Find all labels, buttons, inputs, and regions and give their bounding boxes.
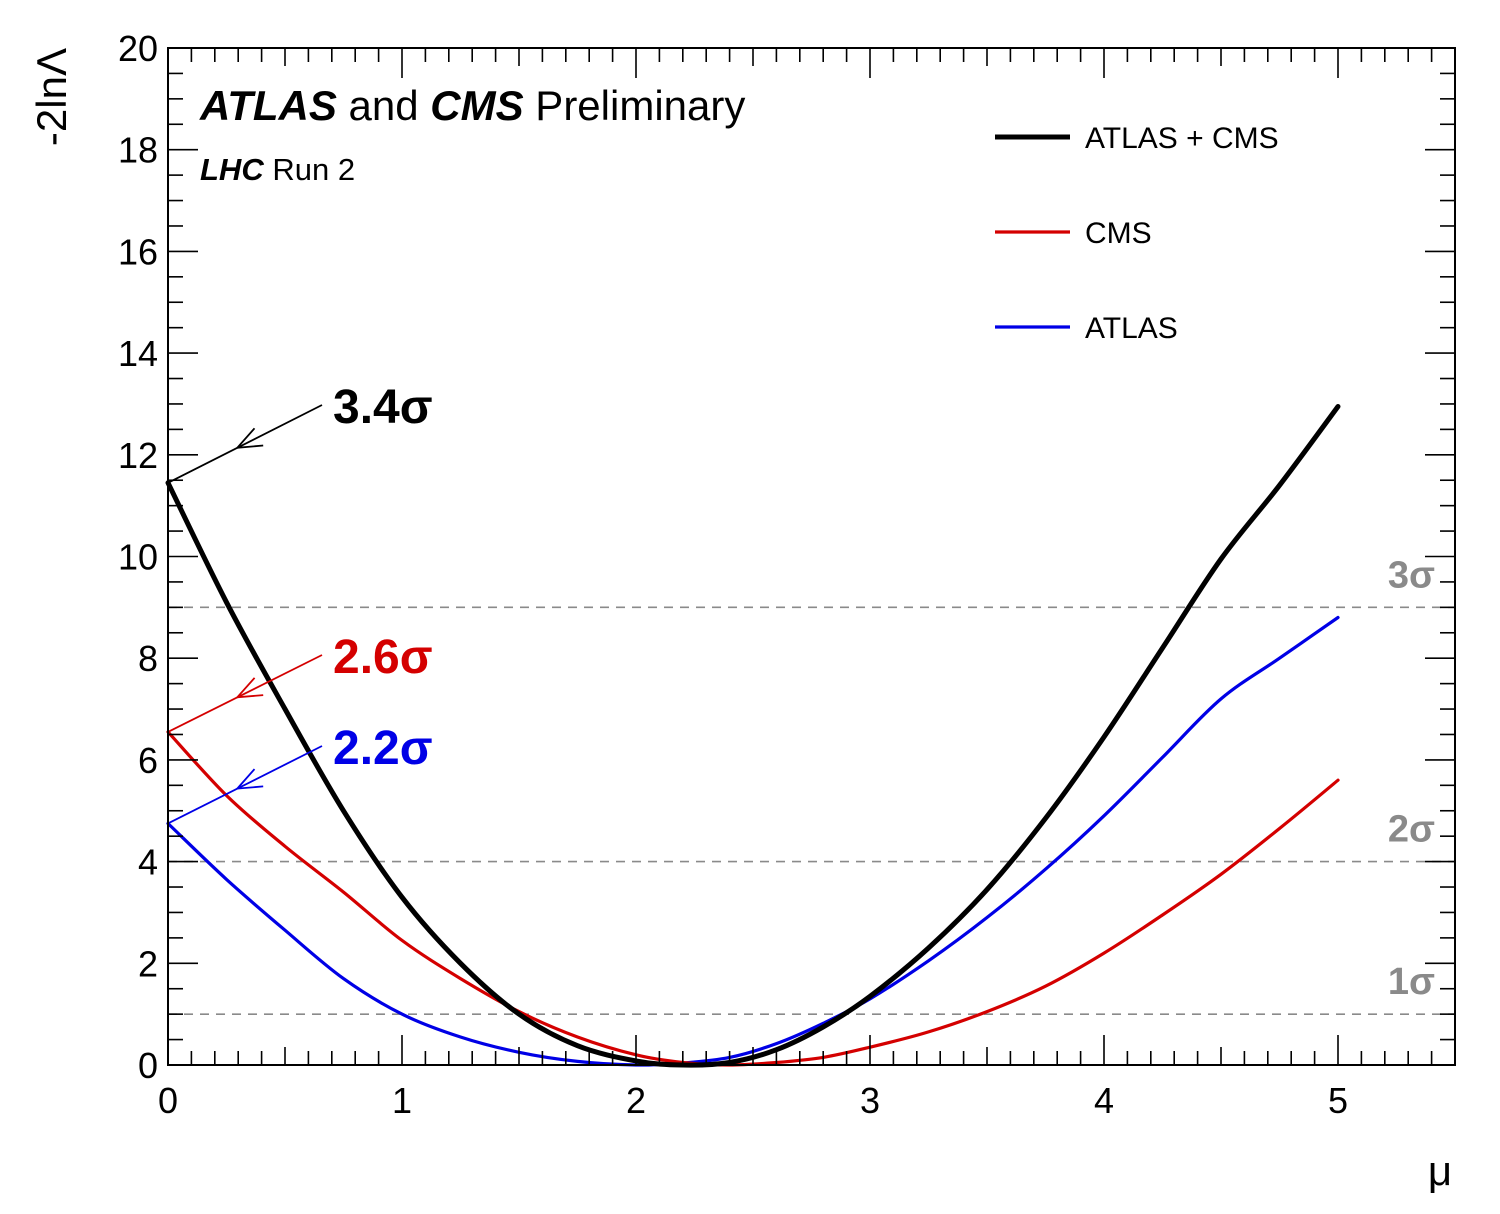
y-tick-label: 20 — [118, 28, 158, 69]
x-tick-label: 5 — [1328, 1080, 1348, 1121]
y-tick-label: 18 — [118, 130, 158, 171]
y-tick-label: 14 — [118, 333, 158, 374]
reference-label-4: 2σ — [1388, 809, 1435, 851]
x-axis-label: μ — [1428, 1147, 1452, 1194]
chart-subtitle: LHC Run 2 — [200, 152, 355, 187]
legend-label-atlas: ATLAS — [1085, 312, 1178, 345]
y-tick-label: 6 — [138, 740, 158, 781]
y-tick-label: 8 — [138, 638, 158, 679]
legend-label-atlas-cms: ATLAS + CMS — [1085, 122, 1279, 155]
title-part-preliminary: Preliminary — [524, 82, 746, 129]
y-tick-label: 10 — [118, 537, 158, 578]
annotation-arrow-line — [167, 404, 323, 484]
annotation-arrow-head — [235, 677, 264, 699]
x-tick-label: 2 — [626, 1080, 646, 1121]
y-tick-label: 4 — [138, 842, 158, 883]
title-part-atlas: ATLAS — [199, 82, 337, 129]
title-part-and: and — [337, 82, 430, 129]
annotation-label: 2.6σ — [333, 631, 433, 684]
title-part-cms: CMS — [430, 82, 523, 129]
annotations: 3.4σ 2.6σ 2.2σ — [167, 381, 433, 825]
subtitle-part-run: Run 2 — [264, 152, 355, 187]
annotation-arrow-line — [167, 745, 323, 825]
annotation-arrow-head — [235, 427, 264, 449]
y-axis-label: -2lnΛ — [28, 48, 75, 146]
series-line-atlas — [166, 615, 1340, 1067]
annotation-label: 3.4σ — [333, 381, 433, 434]
reference-label-9: 3σ — [1388, 554, 1435, 596]
y-tick-label: 2 — [138, 943, 158, 984]
axis-ticks — [167, 47, 1456, 1066]
y-tick-label: 12 — [118, 435, 158, 476]
annotation-arrow-head — [235, 768, 264, 790]
legend: ATLAS + CMS CMS ATLAS — [995, 122, 1279, 345]
x-tick-label: 3 — [860, 1080, 880, 1121]
subtitle-part-lhc: LHC — [200, 152, 264, 187]
annotation-arrow-line — [167, 654, 323, 733]
x-tick-label: 4 — [1094, 1080, 1114, 1121]
x-tick-label: 1 — [392, 1080, 412, 1121]
reference-lines: 1σ 2σ 3σ — [168, 554, 1455, 1015]
reference-label-1: 1σ — [1388, 961, 1435, 1003]
annotation-label: 2.2σ — [333, 722, 433, 775]
legend-label-cms: CMS — [1085, 217, 1152, 250]
y-tick-label: 16 — [118, 231, 158, 272]
chart-title: ATLAS and CMS Preliminary — [199, 82, 745, 129]
y-tick-label: 0 — [138, 1045, 158, 1086]
x-tick-label: 0 — [158, 1080, 178, 1121]
